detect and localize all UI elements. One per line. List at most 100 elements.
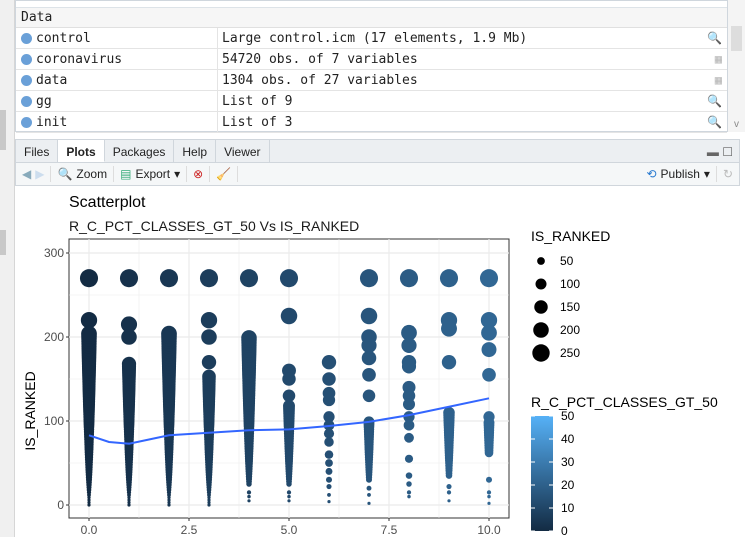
data-point <box>402 398 416 411</box>
scatterplot-chart: Scatterplot R_C_PCT_CLASSES_GT_50 Vs IS_… <box>22 194 718 538</box>
data-point <box>441 320 457 337</box>
data-point <box>87 500 91 505</box>
broom-icon: 🧹 <box>216 167 232 181</box>
x-tick-label: 7.5 <box>381 523 398 537</box>
color-legend-label: 30 <box>561 455 575 469</box>
var-value: List of 3 <box>222 114 293 130</box>
search-icon[interactable]: 🔍 <box>707 94 722 108</box>
data-point <box>479 269 499 288</box>
data-point <box>327 493 331 497</box>
data-point <box>360 307 378 325</box>
tab-files[interactable]: Files <box>16 140 59 162</box>
expand-icon[interactable] <box>21 74 32 86</box>
data-point <box>404 432 414 443</box>
expand-icon[interactable] <box>21 53 32 65</box>
x-tick-label: 5.0 <box>281 523 298 537</box>
size-legend-label: 100 <box>560 277 580 291</box>
data-point <box>401 324 417 341</box>
size-legend-key <box>532 344 550 362</box>
data-point <box>127 498 131 502</box>
data-point <box>127 500 131 505</box>
data-point <box>207 500 211 505</box>
data-point <box>406 490 412 495</box>
search-icon[interactable]: 🔍 <box>707 31 722 45</box>
data-point <box>119 269 139 288</box>
data-point <box>324 437 334 447</box>
table-icon[interactable]: ▦ <box>714 52 722 66</box>
var-value: List of 9 <box>222 93 293 109</box>
y-tick-label: 200 <box>44 330 64 344</box>
data-point <box>325 467 333 475</box>
data-point <box>199 269 219 288</box>
window-buttons[interactable]: ▬ ☐ <box>706 145 733 159</box>
data-point <box>321 355 337 370</box>
expand-icon[interactable] <box>21 116 32 128</box>
expand-icon[interactable] <box>21 95 32 107</box>
env-row-control[interactable]: control Large control.icm (17 elements, 1… <box>16 28 727 49</box>
var-name: coronavirus <box>36 51 123 67</box>
data-point <box>401 359 417 374</box>
publish-button[interactable]: ⟲ Publish ▾ <box>640 166 717 182</box>
y-tick-label: 300 <box>44 246 64 260</box>
refresh-button[interactable]: ↻ <box>722 167 733 181</box>
data-point <box>487 501 491 505</box>
data-point <box>87 503 91 507</box>
data-point <box>359 269 379 288</box>
search-icon[interactable]: 🔍 <box>707 115 722 129</box>
smooth-line <box>88 397 490 445</box>
data-point <box>325 459 333 467</box>
data-point <box>439 269 459 288</box>
data-point <box>200 312 218 329</box>
data-point <box>406 481 412 487</box>
data-point <box>287 494 291 499</box>
back-button[interactable]: ◀ ▶ <box>16 166 52 182</box>
data-point <box>79 269 99 288</box>
data-point <box>161 325 177 342</box>
data-point <box>361 350 377 366</box>
tab-plots[interactable]: Plots <box>58 140 105 162</box>
y-axis-label: IS_RANKED <box>22 371 38 450</box>
data-point <box>120 316 138 333</box>
data-point <box>167 503 171 507</box>
export-button[interactable]: ▤ Export ▾ <box>114 166 188 182</box>
plots-toolbar: ◀ ▶ 🔍 Zoom ▤ Export ▾ ⊗ 🧹 ⟲ Publish ▾ ↻ <box>15 163 740 186</box>
arrow-left-icon: ◀ <box>22 167 32 181</box>
expand-icon[interactable] <box>21 32 32 44</box>
table-icon[interactable]: ▦ <box>714 73 722 87</box>
tab-viewer[interactable]: Viewer <box>216 140 270 162</box>
data-point <box>202 369 216 384</box>
data-point <box>323 411 335 423</box>
data-point <box>286 490 292 495</box>
tab-packages[interactable]: Packages <box>105 140 175 162</box>
data-point <box>283 399 295 412</box>
remove-plot-button[interactable]: ⊗ <box>187 166 211 182</box>
env-row-data[interactable]: data 1304 obs. of 27 variables ▦ <box>16 70 727 91</box>
data-point <box>247 494 251 499</box>
env-row-gg[interactable]: gg List of 9 🔍 <box>16 91 727 112</box>
env-row-init[interactable]: init List of 3 🔍 <box>16 112 727 133</box>
data-point <box>447 499 451 503</box>
data-point <box>404 454 414 463</box>
publish-icon: ⟲ <box>646 167 657 181</box>
clear-all-button[interactable]: 🧹 <box>210 166 239 182</box>
env-row-coronavirus[interactable]: coronavirus 54720 obs. of 7 variables ▦ <box>16 49 727 70</box>
environment-scrollbar[interactable]: ^v <box>728 0 745 132</box>
data-point <box>282 372 296 386</box>
data-point <box>443 406 455 419</box>
tab-help[interactable]: Help <box>174 140 217 162</box>
y-tick-label: 0 <box>57 498 64 512</box>
var-value: Large control.icm (17 elements, 1.9 Mb) <box>222 30 528 46</box>
y-tick-label: 100 <box>44 414 64 428</box>
data-point <box>207 498 211 502</box>
color-bar <box>531 416 553 531</box>
color-legend-label: 50 <box>561 409 575 423</box>
size-legend-label: 150 <box>560 300 580 314</box>
color-legend-label: 10 <box>561 501 575 515</box>
data-point <box>327 500 331 504</box>
remove-icon: ⊗ <box>193 167 204 181</box>
data-point <box>482 367 496 382</box>
zoom-button[interactable]: 🔍 Zoom <box>51 166 115 182</box>
data-section-header: Data <box>16 8 727 28</box>
data-point <box>322 393 336 407</box>
data-point <box>324 450 334 459</box>
